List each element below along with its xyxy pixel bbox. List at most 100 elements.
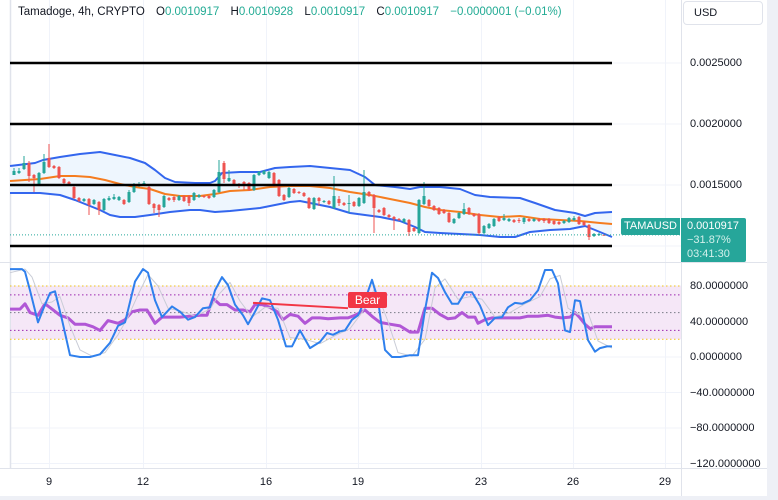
candle bbox=[467, 207, 471, 216]
close-value: 0.0010917 bbox=[384, 6, 440, 18]
candle-body bbox=[492, 219, 496, 227]
candle bbox=[392, 216, 396, 231]
candle bbox=[47, 143, 51, 168]
candle-body bbox=[497, 217, 501, 222]
candle bbox=[372, 194, 376, 234]
candle-body bbox=[367, 192, 371, 197]
candle-body bbox=[112, 197, 116, 200]
candle-body bbox=[107, 198, 111, 201]
candle bbox=[227, 169, 231, 182]
candle-body bbox=[447, 213, 451, 223]
candle-body bbox=[517, 220, 521, 222]
candle-body bbox=[372, 195, 376, 209]
candle-body bbox=[192, 193, 196, 201]
candle-body bbox=[152, 204, 156, 209]
candle bbox=[362, 169, 366, 205]
candle-body bbox=[267, 171, 271, 178]
close-label: C bbox=[376, 6, 385, 18]
candle-body bbox=[292, 189, 296, 194]
candle bbox=[147, 186, 151, 206]
candle bbox=[592, 233, 596, 238]
candle bbox=[537, 218, 541, 223]
legend-change: −0.0000001 (−0.01%) bbox=[450, 6, 562, 18]
candle bbox=[292, 188, 296, 195]
candle-body bbox=[227, 177, 231, 181]
candle-body bbox=[562, 221, 566, 224]
candle bbox=[587, 224, 591, 241]
candle bbox=[282, 194, 286, 202]
candle-body bbox=[377, 210, 381, 213]
candle bbox=[487, 223, 491, 230]
bear-divergence-label[interactable]: Bear bbox=[348, 292, 387, 309]
candle bbox=[572, 216, 576, 222]
candle-body bbox=[282, 195, 286, 201]
candle-body bbox=[77, 198, 81, 202]
bb-upper-line bbox=[9, 151, 613, 217]
time-axis-label: 26 bbox=[566, 476, 580, 488]
candle-body bbox=[567, 218, 571, 223]
candle bbox=[312, 197, 316, 211]
price-change-percent: −31.87% bbox=[687, 234, 731, 246]
candle bbox=[112, 194, 116, 201]
symbol-title[interactable]: Tamadoge, 4h, CRYPTO bbox=[18, 6, 145, 18]
candle-body bbox=[122, 200, 126, 205]
candle bbox=[407, 219, 411, 237]
candle bbox=[522, 217, 526, 225]
candle-body bbox=[382, 208, 386, 216]
chart-widget[interactable]: Tamadoge, 4h, CRYPTO O0.0010917 H0.00109… bbox=[0, 0, 767, 496]
candle-body bbox=[12, 170, 16, 175]
candle bbox=[557, 221, 561, 226]
oscillator-axis-label: 40.0000000 bbox=[690, 315, 749, 328]
grid bbox=[10, 0, 681, 468]
chart-canvas[interactable] bbox=[0, 0, 767, 496]
candle bbox=[582, 221, 586, 227]
candle bbox=[107, 196, 111, 202]
candle-body bbox=[332, 196, 336, 209]
time-axis[interactable] bbox=[10, 468, 681, 496]
candle bbox=[117, 196, 121, 202]
legend-high: H0.0010928 bbox=[231, 6, 294, 18]
legend-open: O0.0010917 bbox=[156, 6, 219, 18]
candle-body bbox=[182, 196, 186, 202]
candle bbox=[417, 199, 421, 235]
candle bbox=[217, 159, 221, 194]
candle-body bbox=[252, 174, 256, 191]
candle bbox=[197, 194, 201, 199]
candle bbox=[202, 195, 206, 199]
candle bbox=[347, 195, 351, 214]
candle-body bbox=[427, 200, 431, 207]
low-value: 0.0010917 bbox=[310, 6, 366, 18]
candle-body bbox=[72, 187, 76, 199]
candle-body bbox=[557, 222, 561, 225]
bollinger-bands bbox=[9, 151, 613, 238]
candle bbox=[442, 209, 446, 215]
candle bbox=[177, 195, 181, 202]
candle-body bbox=[417, 200, 421, 234]
candle-body bbox=[337, 199, 341, 204]
candle bbox=[12, 167, 16, 175]
price-axis-label: 0.0020000 bbox=[690, 118, 742, 130]
currency-button[interactable]: USD bbox=[683, 1, 763, 25]
candle-body bbox=[102, 199, 106, 211]
candle bbox=[352, 201, 356, 208]
candle bbox=[262, 169, 266, 175]
candle-body bbox=[437, 208, 441, 215]
price-axis-label: 0.0025000 bbox=[690, 57, 742, 69]
candle bbox=[317, 197, 321, 207]
candle-body bbox=[22, 162, 26, 169]
candle-body bbox=[322, 201, 326, 203]
time-axis-label: 19 bbox=[351, 476, 365, 488]
candle-body bbox=[132, 183, 136, 193]
candle-body bbox=[232, 179, 236, 185]
candle-body bbox=[277, 179, 281, 197]
candle bbox=[477, 213, 481, 236]
candle-body bbox=[362, 192, 366, 204]
candle bbox=[432, 205, 436, 212]
candle-body bbox=[207, 196, 211, 199]
candle-body bbox=[412, 228, 416, 232]
candle bbox=[402, 218, 406, 224]
candle bbox=[222, 160, 226, 183]
candle bbox=[212, 189, 216, 199]
candle bbox=[437, 207, 441, 216]
candle bbox=[37, 171, 41, 187]
